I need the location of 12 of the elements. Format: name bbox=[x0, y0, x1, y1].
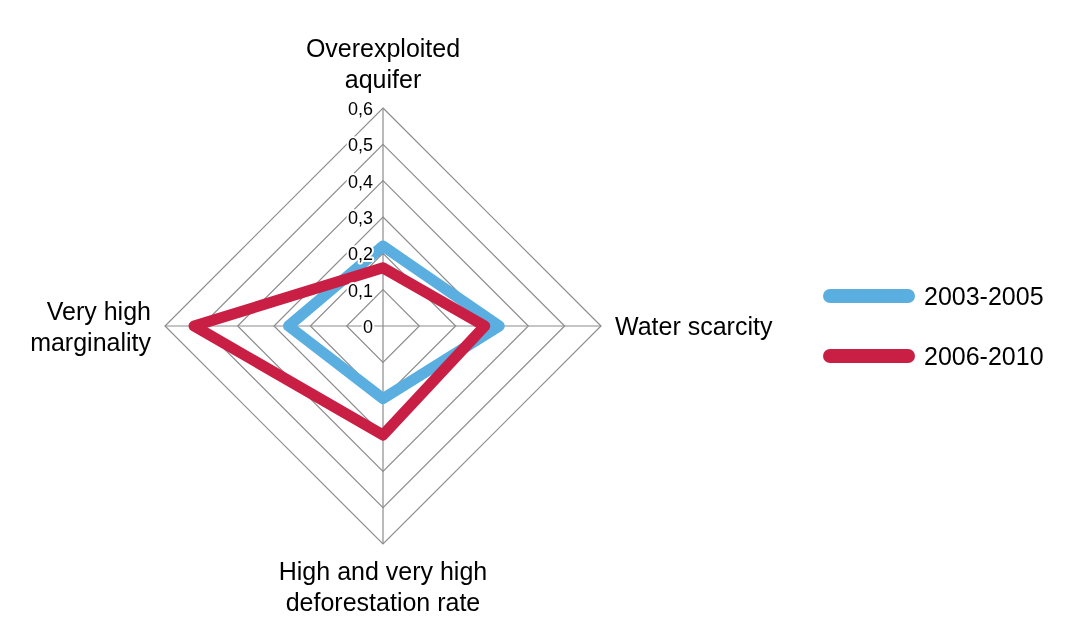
y-tick-label: 0,3 bbox=[347, 208, 373, 228]
y-tick-label: 0,5 bbox=[347, 135, 373, 156]
legend-label: 2006-2010 bbox=[924, 342, 1044, 370]
spoke-label: Very high marginality bbox=[30, 296, 152, 356]
spoke-label: High and very high deforestation rate bbox=[278, 557, 488, 616]
y-tick-label: 0,1 bbox=[347, 280, 373, 301]
spoke-label: Water scarcity bbox=[615, 312, 773, 340]
y-tick-label: 0,6 bbox=[347, 99, 373, 119]
legend-label: 2003-2005 bbox=[924, 282, 1044, 310]
y-tick-label: 0 bbox=[362, 317, 373, 337]
y-tick-label: 0,4 bbox=[347, 171, 373, 192]
spoke-label: Overexploited aquifer bbox=[305, 34, 461, 93]
